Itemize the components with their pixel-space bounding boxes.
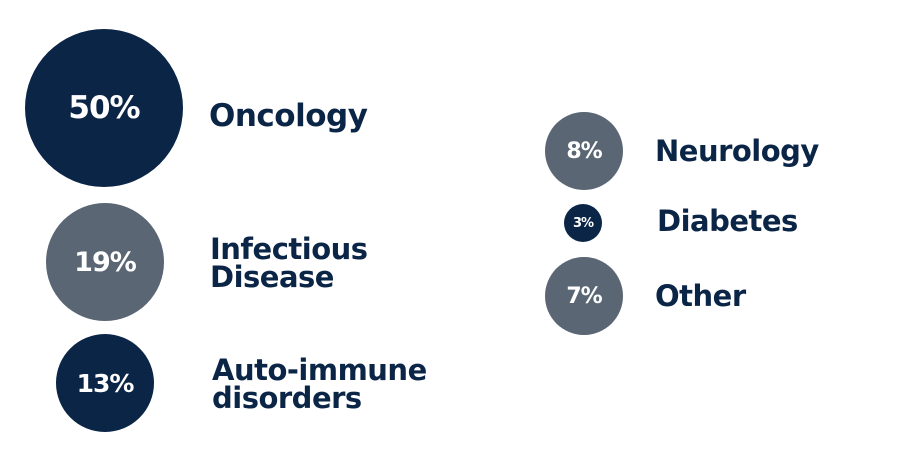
bubble-infectious-disease: 19% [46,203,164,321]
bubble-other: 7% [545,257,623,335]
value-label-other: 7% [566,283,602,309]
bubble-diabetes: 3% [564,204,602,242]
category-label-line: Disease [210,259,334,294]
value-label-auto-immune-disorders: 13% [76,368,135,398]
category-label-line: Neurology [655,134,819,169]
category-label-line: Other [655,279,746,314]
category-label-other: Other [655,279,746,314]
value-label-diabetes: 3% [572,215,594,231]
bubble-neurology: 8% [545,112,623,190]
category-label-auto-immune-disorders: Auto-immune disorders [212,353,427,415]
category-label-line: Oncology [209,98,368,135]
value-label-infectious-disease: 19% [74,246,137,278]
category-label-line: disorders [212,380,362,415]
category-label-line: Infectious [210,232,368,267]
bubble-auto-immune-disorders: 13% [56,334,154,432]
category-label-line: Auto-immune [212,353,427,388]
category-label-diabetes: Diabetes [657,204,798,239]
value-label-neurology: 8% [566,138,602,164]
category-label-line: Diabetes [657,204,798,239]
value-label-oncology: 50% [68,90,140,126]
category-label-infectious-disease: Infectious Disease [210,232,368,294]
category-label-oncology: Oncology [209,98,368,135]
category-label-neurology: Neurology [655,134,819,169]
bubble-oncology: 50% [25,29,183,187]
